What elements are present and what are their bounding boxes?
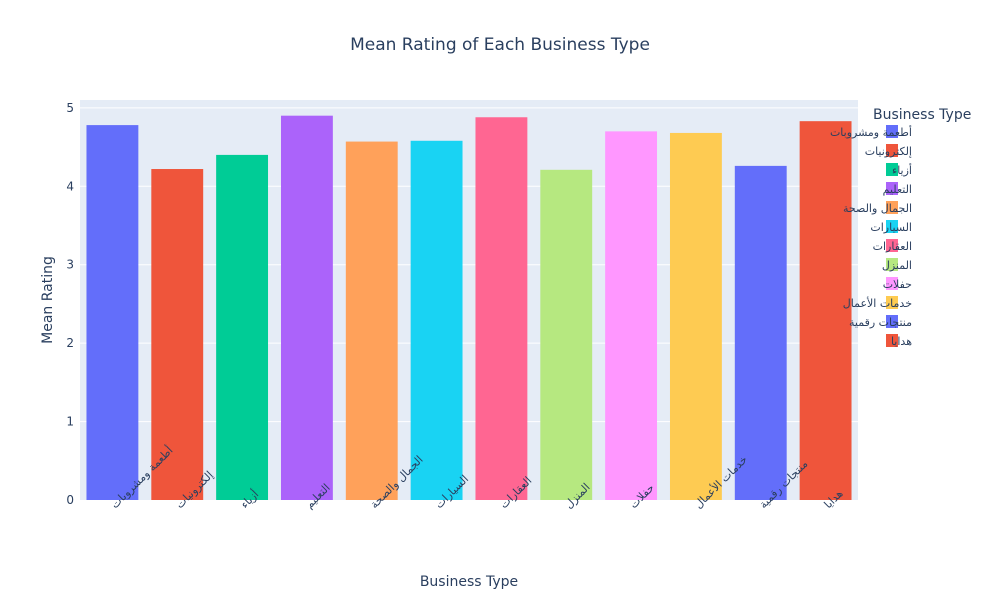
- legend-label: العقارات: [873, 240, 912, 253]
- bar[interactable]: [280, 115, 333, 500]
- bar[interactable]: [151, 169, 204, 501]
- legend-label: الجمال والصحة: [843, 202, 912, 215]
- legend-label: إلكترونيات: [865, 145, 912, 158]
- legend[interactable]: أطعمة ومشروبات إلكترونيات أزياء التعليم الجم…: [830, 125, 912, 348]
- legend-label: التعليم: [883, 183, 912, 196]
- legend-item[interactable]: الجمال والصحة: [843, 201, 912, 215]
- legend-swatch: [886, 125, 898, 138]
- bar[interactable]: [475, 117, 528, 500]
- y-tick-label: 0: [66, 493, 74, 507]
- legend-label: أطعمة ومشروبات: [830, 125, 912, 139]
- legend-item[interactable]: أطعمة ومشروبات: [830, 125, 912, 139]
- legend-item[interactable]: حفلات: [883, 277, 912, 291]
- legend-swatch: [886, 315, 898, 328]
- legend-item[interactable]: خدمات الأعمال: [843, 296, 912, 310]
- legend-item[interactable]: السيارات: [870, 220, 912, 234]
- legend-swatch: [886, 258, 898, 271]
- y-tick-label: 2: [66, 336, 74, 350]
- y-tick-label: 3: [66, 258, 74, 272]
- legend-label: هدايا: [891, 335, 912, 348]
- legend-label: حفلات: [883, 278, 912, 291]
- legend-swatch: [886, 277, 898, 290]
- legend-swatch: [886, 144, 898, 157]
- bar[interactable]: [216, 154, 269, 500]
- bar[interactable]: [86, 125, 139, 501]
- legend-swatch: [886, 163, 898, 176]
- bar[interactable]: [345, 141, 398, 500]
- legend-label: خدمات الأعمال: [843, 296, 912, 310]
- legend-label: منتجات رقمية: [849, 316, 912, 329]
- legend-item[interactable]: إلكترونيات: [865, 144, 912, 158]
- legend-item[interactable]: العقارات: [873, 239, 912, 253]
- legend-item[interactable]: هدايا: [886, 334, 912, 348]
- legend-swatch: [886, 296, 898, 309]
- legend-swatch: [886, 239, 898, 252]
- y-tick-label: 1: [66, 415, 74, 429]
- y-tick-label: 5: [66, 101, 74, 115]
- chart-title: Mean Rating of Each Business Type: [350, 35, 650, 55]
- legend-item[interactable]: أزياء: [886, 163, 912, 177]
- bar[interactable]: [799, 121, 852, 501]
- legend-label: المنزل: [882, 259, 912, 272]
- legend-swatch: [886, 182, 898, 195]
- bar[interactable]: [410, 140, 463, 501]
- legend-title: Business Type: [873, 107, 971, 123]
- bars: [86, 115, 852, 501]
- x-axis-title: Business Type: [420, 574, 518, 590]
- plot-area: [80, 100, 858, 500]
- legend-item[interactable]: التعليم: [883, 182, 912, 196]
- legend-item[interactable]: المنزل: [882, 258, 912, 272]
- bar[interactable]: [540, 169, 593, 500]
- bar[interactable]: [669, 132, 722, 501]
- bar[interactable]: [734, 165, 787, 500]
- legend-label: السيارات: [870, 221, 912, 234]
- bar[interactable]: [605, 131, 658, 500]
- legend-label: أزياء: [892, 163, 912, 177]
- gridlines: [80, 107, 858, 423]
- legend-item[interactable]: منتجات رقمية: [849, 315, 912, 329]
- legend-swatch: [886, 220, 898, 233]
- y-axis-ticks: 0 1 2 3 4 5: [66, 101, 74, 507]
- y-axis-title: Mean Rating: [40, 256, 56, 344]
- legend-swatch: [886, 334, 898, 347]
- legend-swatch: [886, 201, 898, 214]
- y-tick-label: 4: [66, 179, 74, 193]
